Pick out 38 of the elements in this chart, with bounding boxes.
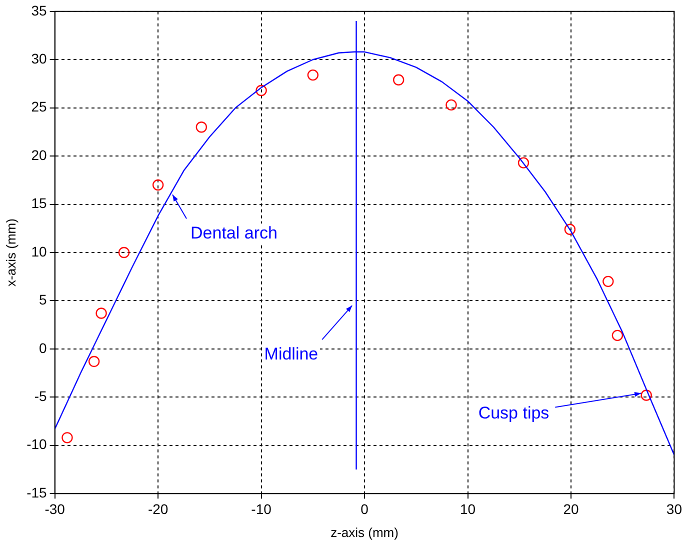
point xyxy=(62,432,73,444)
x-tick-label: -10 xyxy=(251,500,272,517)
annotation: Dental arch xyxy=(188,223,280,242)
x-tick-label: 10 xyxy=(460,500,476,517)
y-tick-label: -5 xyxy=(34,388,48,404)
y-tick-label: 15 xyxy=(31,195,48,212)
y-tick-label: -15 xyxy=(26,484,48,500)
y-tick-label: 25 xyxy=(31,98,48,115)
x-tick-label: -20 xyxy=(148,500,168,517)
point xyxy=(640,390,652,401)
y-tick-label: 30 xyxy=(31,50,48,66)
point xyxy=(612,330,624,342)
point xyxy=(602,276,614,288)
x-tick-label: 20 xyxy=(563,500,579,517)
point xyxy=(307,69,319,81)
point xyxy=(518,157,530,168)
point xyxy=(564,224,576,235)
x-tick-label: 30 xyxy=(666,500,682,517)
point xyxy=(118,246,130,258)
y-tick-label: 5 xyxy=(39,292,48,308)
y-tick-label: 35 xyxy=(31,2,48,18)
point xyxy=(446,99,457,111)
point xyxy=(88,356,100,368)
point xyxy=(96,308,107,319)
point xyxy=(256,84,267,96)
y-tick-label: -10 xyxy=(26,436,48,452)
y-tick-label: 20 xyxy=(31,146,48,163)
x-tick-label: 0 xyxy=(360,500,369,517)
x-axis-title: z-axis (mm) xyxy=(330,524,398,540)
y-axis-title: x-axis (mm) xyxy=(3,218,18,286)
point xyxy=(152,179,164,191)
x-tick-label: -30 xyxy=(44,500,66,517)
annotation: Midline xyxy=(262,344,320,364)
y-tick-label: 10 xyxy=(31,243,48,260)
annotation: Cusp tips xyxy=(476,404,552,423)
y-tick-label: 0 xyxy=(39,340,48,356)
point xyxy=(392,74,404,86)
point xyxy=(196,122,208,133)
